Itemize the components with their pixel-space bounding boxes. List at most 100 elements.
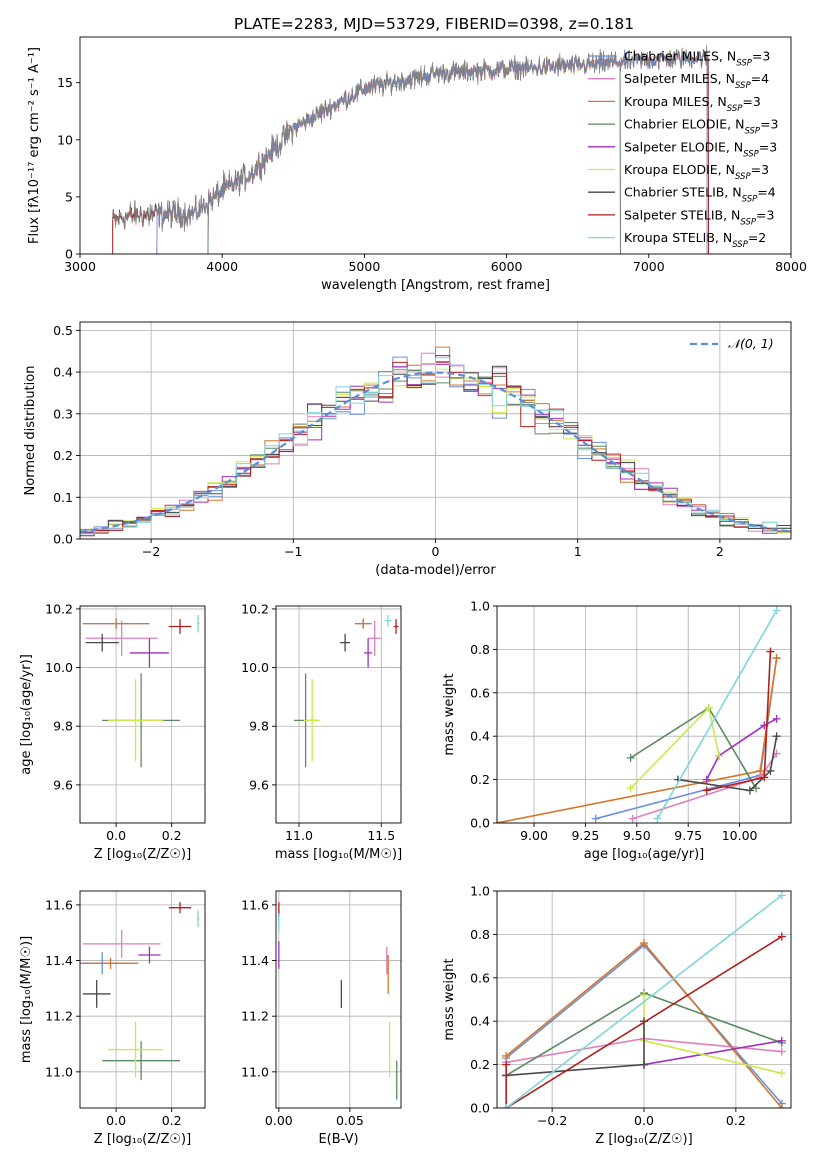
legend-label: Kroupa ELODIE, NSSP=3 (624, 162, 769, 182)
weight-line (506, 1021, 645, 1077)
panel-weight_vs_Z: −0.2 0.0 0.2 0.0 0.2 0.4 0.6 0.8 1.0 Z [log₁₀(Z/Z… (442, 884, 792, 1147)
y-tick-label: 0.2 (470, 772, 490, 787)
plus-marker (702, 775, 711, 784)
x-tick-label: 0.0 (634, 1113, 654, 1128)
y-tick-label: 0.8 (470, 927, 490, 942)
plus-marker (772, 654, 781, 663)
y-tick-label: 11.0 (45, 1064, 73, 1079)
spectrum-data-line (112, 44, 709, 232)
residual-legend: 𝒩(0, 1) (690, 336, 774, 351)
errorbar-point (82, 980, 111, 1008)
plus-marker (777, 1036, 786, 1045)
errorbar-point (82, 957, 139, 969)
x-axis-label: wavelength [Angstrom, rest frame] (321, 278, 550, 293)
y-tick-label: 0.0 (53, 532, 73, 547)
errorbar-point (107, 679, 164, 762)
y-tick-label: 11.4 (45, 953, 73, 968)
figure-title: PLATE=2283, MJD=53729, FIBERID=0398, z=0… (234, 15, 634, 33)
plot-area-age_vs_mass (294, 614, 399, 768)
y-tick-label: 9.6 (53, 777, 73, 792)
legend-label: Kroupa STELIB, NSSP=2 (624, 230, 766, 250)
plus-marker (591, 814, 600, 823)
x-tick-label: 0.0 (106, 828, 126, 843)
plus-marker (772, 732, 781, 741)
y-tick-label: 0.2 (470, 1057, 490, 1072)
y-tick-label: 0.3 (53, 406, 73, 421)
x-tick-label: 0.2 (162, 1113, 182, 1128)
panel-spectrum: 3000 4000 5000 6000 7000 8000 0 5 10 15 wavelength… (27, 36, 807, 293)
errorbar-point (340, 633, 351, 652)
legend-label: 𝒩(0, 1) (728, 336, 774, 351)
errorbar-point (82, 929, 161, 958)
y-axis-label: Flux [fλ10⁻¹⁷ erg cm⁻² s⁻¹ A⁻¹] (27, 47, 42, 244)
x-tick-label: −0.2 (537, 1113, 567, 1128)
x-tick-label: 0 (432, 544, 440, 559)
plot-area-mass_vs_Z (80, 902, 200, 1081)
x-tick-label: 4000 (206, 259, 238, 274)
panel-mass_vs_ebv: 0.00 0.05 11.0 11.2 11.4 11.6 E(B-V) (241, 890, 402, 1147)
errorbar-point (196, 910, 200, 928)
legend-label: Salpeter ELODIE, NSSP=3 (624, 139, 777, 159)
errorbar-point (82, 618, 150, 629)
legend-label: Salpeter STELIB, NSSP=3 (624, 207, 774, 227)
y-tick-label: 11.4 (241, 953, 269, 968)
y-axis-label: Normed distribution (23, 366, 38, 496)
plot-area-weight_vs_Z (502, 891, 786, 1108)
axes-frame (79, 605, 206, 824)
y-tick-label: 0.6 (470, 685, 490, 700)
x-tick-label: 7000 (633, 259, 665, 274)
weight-line (705, 718, 777, 780)
weight-line (643, 1039, 782, 1066)
x-tick-label: 1 (574, 544, 582, 559)
x-tick-label: 2 (716, 544, 724, 559)
x-tick-label: 0.2 (162, 828, 182, 843)
weight-line (630, 706, 720, 789)
plus-marker (715, 751, 724, 760)
plus-marker (777, 932, 786, 941)
legend-label: Chabrier ELODIE, NSSP=3 (624, 117, 779, 137)
legend-label: Chabrier STELIB, NSSP=4 (624, 185, 776, 205)
axes-frame (496, 890, 792, 1109)
x-tick-label: 0.2 (726, 1113, 746, 1128)
weight-line (505, 935, 783, 1108)
y-tick-label: 11.6 (45, 897, 73, 912)
plus-marker (760, 773, 769, 782)
y-tick-label: 11.2 (241, 1009, 269, 1024)
axes-frame (79, 321, 792, 540)
plus-marker (772, 606, 781, 615)
y-tick-label: 9.8 (53, 719, 73, 734)
axes-frame (79, 890, 206, 1109)
plus-marker (626, 753, 635, 762)
plot-area-age_vs_Z (82, 614, 200, 768)
errorbar-point (303, 679, 321, 762)
axes-frame (275, 890, 402, 1109)
errorbar-point (384, 614, 392, 627)
x-axis-label: Z [log₁₀(Z/Z☉)] (94, 847, 191, 862)
plus-marker (756, 766, 765, 775)
panel-residuals: −2 −1 0 1 2 0.0 0.1 0.2 0.3 0.4 0.5 (data-model)/er… (23, 321, 792, 578)
plus-marker (640, 1060, 648, 1069)
errorbar-point (168, 902, 192, 914)
y-tick-label: 10.2 (45, 601, 73, 616)
plus-marker (502, 1051, 511, 1060)
x-axis-label: Z [log₁₀(Z/Z☉)] (595, 1132, 692, 1147)
y-tick-label: 0.1 (53, 490, 73, 505)
y-tick-label: 10.0 (45, 660, 73, 675)
y-tick-label: 0 (65, 247, 73, 262)
plus-marker (502, 1104, 511, 1108)
errorbar-point (85, 633, 119, 652)
y-tick-label: 0.0 (470, 1101, 490, 1116)
y-tick-label: 0.4 (470, 729, 490, 744)
x-tick-label: 11.5 (367, 828, 395, 843)
y-tick-label: 1.0 (470, 599, 490, 614)
x-tick-label: −1 (284, 544, 302, 559)
legend-label: Kroupa MILES, NSSP=3 (624, 94, 761, 114)
plot-area-weight_vs_age (497, 606, 781, 823)
plus-marker (777, 1104, 786, 1108)
x-tick-label: 8000 (775, 259, 807, 274)
legend-label: Chabrier MILES, NSSP=3 (624, 49, 770, 69)
y-tick-label: 10.0 (241, 660, 269, 675)
y-tick-label: 0.6 (470, 970, 490, 985)
